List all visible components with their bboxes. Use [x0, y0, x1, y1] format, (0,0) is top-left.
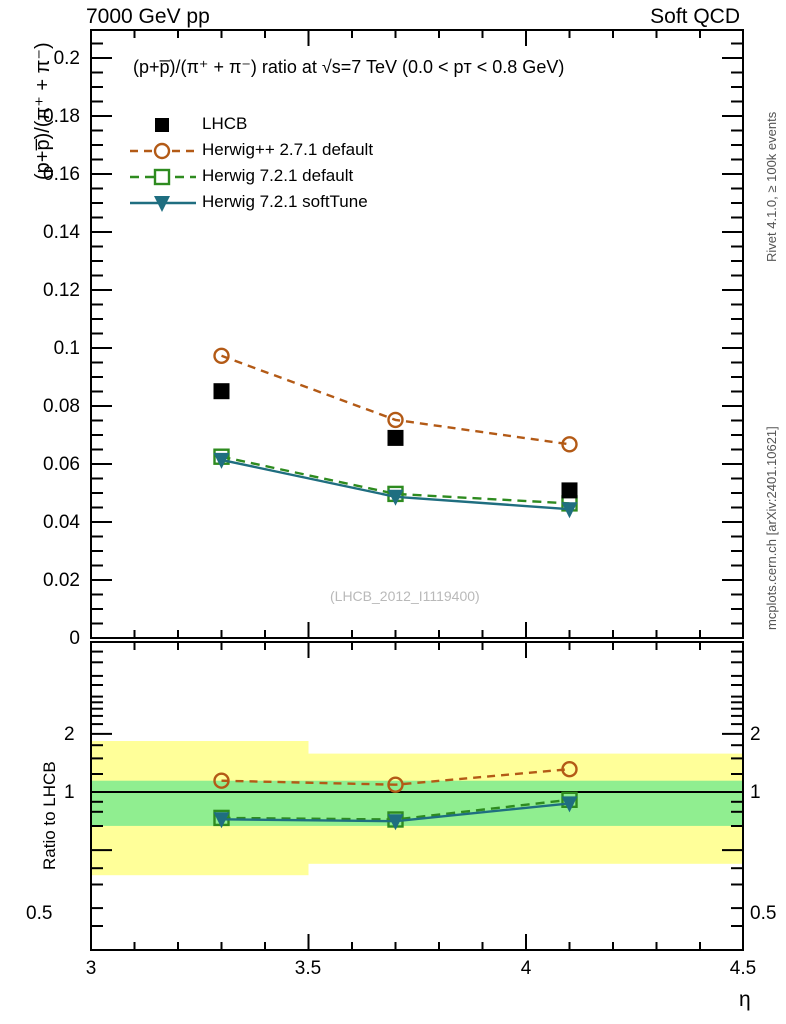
curve-herwigpp-271-default [221, 354, 570, 446]
main-ytick-016: 0.16 [43, 164, 80, 185]
main-ytick-012: 0.12 [43, 280, 80, 301]
legend-marker-herwigpp-271-default [130, 142, 196, 160]
main-ytick-018: 0.18 [43, 106, 80, 127]
ratio-markers-herwig-721-softtune [213, 796, 578, 831]
ratio-x-ticks-top [90, 642, 744, 658]
ratio-x-ticks-bottom [90, 934, 744, 950]
main-ytick-01: 0.1 [53, 338, 80, 359]
main-plot-title: (p+p̅)/(π⁺ + π⁻) ratio at √s=7 TeV (0.0 … [133, 57, 565, 77]
x-axis-label: η [739, 988, 751, 1011]
ratio-curve-herwig-721-default [221, 798, 570, 821]
markers-lhcb-data [213, 383, 578, 499]
ratio-ytick-1-right: 1 [750, 782, 761, 803]
main-plot-panel [90, 29, 744, 639]
ratio-ytick-1-left: 1 [64, 782, 75, 803]
markers-herwigpp-271-default [213, 347, 578, 453]
ratio-y-major-ticks [91, 732, 743, 852]
main-ytick-0: 0 [69, 628, 80, 649]
legend-label-herwig-721-default: Herwig 7.2.1 default [202, 166, 354, 185]
ratio-panel-frame [90, 641, 744, 951]
ratio-ytick-05-left: 0.5 [26, 903, 53, 924]
legend-label-herwigpp-271-default: Herwig++ 2.7.1 default [202, 140, 374, 159]
ratio-plot-panel [90, 641, 744, 951]
main-x-ticks-bottom [90, 622, 744, 638]
main-y-major-ticks [91, 57, 112, 639]
legend-label-herwig-721-softtune: Herwig 7.2.1 softTune [202, 192, 368, 211]
main-ytick-004: 0.04 [43, 512, 80, 533]
xtick-4: 4 [520, 958, 532, 979]
header-analysis-category: Soft QCD [650, 5, 740, 28]
header-collision-energy: 7000 GeV pp [86, 5, 210, 28]
main-ytick-002: 0.02 [43, 570, 80, 591]
legend-marker-lhcb [155, 118, 169, 132]
legend-marker-herwig-721-softtune [130, 196, 196, 212]
markers-herwig-721-softtune [213, 452, 578, 519]
main-ytick-006: 0.06 [43, 454, 80, 475]
xtick-35: 3.5 [294, 958, 322, 979]
xtick-3: 3 [85, 958, 97, 979]
main-y-minor-ticks-right [731, 42, 743, 625]
ratio-y-minor-ticks [91, 650, 743, 927]
main-ytick-008: 0.08 [43, 396, 80, 417]
main-ytick-02: 0.2 [53, 48, 80, 69]
ratio-curve-herwigpp-271-default [221, 768, 570, 786]
ratio-ytick-2-left: 2 [64, 724, 75, 745]
analysis-id-watermark: (LHCB_2012_I1119400) [330, 588, 480, 604]
legend-label-lhcb: LHCB [202, 114, 248, 133]
legend-marker-herwig-721-default [130, 168, 196, 186]
main-ytick-014: 0.14 [43, 222, 80, 243]
ratio-markers-herwigpp-271-default [213, 760, 578, 793]
ratio-ytick-05-right: 0.5 [750, 903, 777, 924]
ratio-ytick-2-right: 2 [750, 724, 761, 745]
main-y-minor-ticks [91, 42, 103, 625]
main-x-ticks-top [90, 30, 744, 46]
main-y-major-ticks-right [722, 57, 743, 639]
xtick-45: 4.5 [729, 958, 757, 979]
